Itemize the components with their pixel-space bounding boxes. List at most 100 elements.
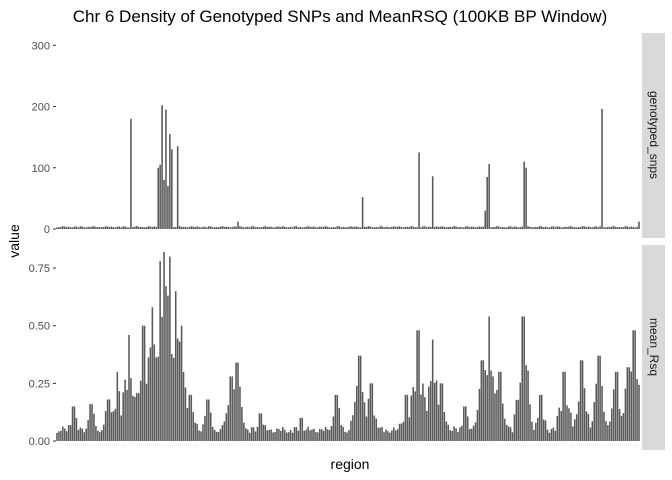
bar [332, 226, 335, 229]
bar [466, 416, 469, 441]
bar [149, 347, 152, 441]
bar [136, 393, 138, 441]
bar [252, 427, 255, 441]
bar [143, 227, 146, 229]
bar [165, 286, 167, 441]
bar [231, 227, 233, 229]
bar [517, 227, 520, 229]
bar [562, 371, 564, 441]
bar [112, 411, 115, 441]
bar [128, 227, 130, 229]
bar [311, 429, 313, 441]
bar [433, 382, 436, 441]
bar [328, 429, 331, 441]
bar [241, 226, 243, 229]
bar [396, 429, 399, 441]
bar [517, 399, 520, 441]
bar [225, 226, 228, 229]
bar [301, 417, 304, 441]
bar [509, 427, 512, 441]
bar [560, 227, 562, 229]
bar [132, 227, 134, 229]
bar [428, 226, 430, 229]
bar [552, 427, 555, 441]
bar [540, 394, 543, 441]
bar [482, 360, 485, 441]
bar [550, 429, 553, 441]
panel-mean-rsq: 0.00 0.25 0.50 0.75 mean_Rsq [29, 245, 665, 450]
bar [303, 430, 305, 441]
bar [254, 227, 257, 229]
bar [354, 401, 356, 441]
bar [371, 383, 374, 441]
bar [73, 406, 76, 441]
bar [622, 413, 625, 441]
bar [202, 424, 204, 441]
y-tick-label: 200 [32, 102, 50, 114]
bar [311, 226, 313, 229]
bar [412, 387, 414, 441]
bar [585, 411, 588, 441]
bar [375, 418, 377, 441]
bar [338, 226, 341, 229]
bar [309, 226, 311, 229]
bar [110, 412, 113, 441]
bar [389, 227, 391, 229]
bar [459, 427, 461, 441]
bar [93, 226, 95, 229]
bar [114, 227, 117, 229]
bar [431, 339, 434, 441]
bar [620, 227, 623, 229]
bar [357, 355, 360, 441]
bar [410, 226, 413, 229]
bar [245, 227, 247, 229]
y-tick-label: 0 [44, 224, 50, 236]
bar [342, 226, 344, 229]
bar [575, 227, 578, 229]
bar [227, 405, 230, 441]
bar [256, 227, 259, 229]
bar [324, 426, 327, 441]
bar [359, 355, 362, 441]
bar [591, 421, 594, 441]
bar [211, 426, 214, 441]
bar [566, 226, 568, 229]
bar [200, 431, 202, 441]
bar [104, 411, 107, 441]
bar [474, 422, 477, 441]
bar [618, 408, 621, 441]
bar [188, 227, 191, 229]
bar [237, 221, 239, 229]
bar [603, 227, 605, 229]
bar [501, 403, 504, 441]
bar [634, 227, 636, 229]
bar [525, 167, 527, 229]
bar [141, 325, 144, 441]
bar [447, 424, 450, 441]
bar [494, 393, 496, 441]
bar [91, 404, 93, 441]
bar [194, 227, 196, 229]
bar [383, 227, 385, 229]
bar [81, 226, 84, 229]
bar [457, 227, 459, 229]
bar [408, 226, 411, 229]
bar [589, 227, 592, 229]
bar [258, 227, 261, 229]
bar [355, 226, 358, 229]
bar [85, 428, 87, 441]
bar [523, 161, 525, 230]
bar [410, 395, 413, 441]
bar [270, 226, 272, 229]
bar [317, 432, 319, 441]
bar [355, 385, 358, 441]
bar [357, 227, 360, 229]
bar [270, 429, 272, 441]
bar [597, 355, 599, 441]
bar [100, 227, 103, 229]
bar [636, 379, 638, 441]
bar [453, 426, 455, 441]
bar [519, 382, 522, 441]
bar [130, 378, 132, 441]
bar [254, 431, 257, 441]
